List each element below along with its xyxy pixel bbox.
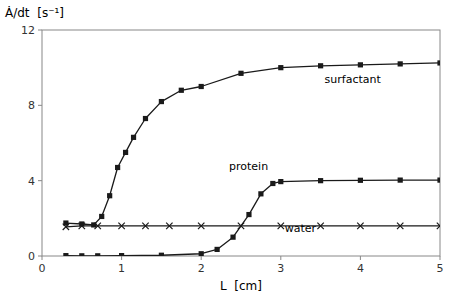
x-tick <box>42 256 43 260</box>
annotation: surfactant <box>325 73 382 86</box>
point-square <box>131 135 136 140</box>
point-square <box>278 65 283 70</box>
point-square <box>437 178 440 183</box>
annotation: protein <box>229 160 268 173</box>
point-square <box>358 178 363 183</box>
x-tick-label: 4 <box>357 262 364 275</box>
point-square <box>215 247 220 252</box>
x-tick-label: 0 <box>39 262 46 275</box>
point-x <box>357 223 363 229</box>
point-square <box>159 99 164 104</box>
point-x <box>142 223 148 229</box>
point-x <box>317 223 323 229</box>
point-x <box>278 223 284 229</box>
y-tick-label: 0 <box>28 250 35 263</box>
x-axis-label: L [cm] <box>220 279 262 293</box>
y-tick <box>38 105 42 106</box>
y-tick <box>38 30 42 31</box>
x-tick <box>201 256 202 260</box>
y-axis-label: Ȧ/dt [s⁻¹] <box>5 5 64 20</box>
point-x <box>63 224 69 230</box>
point-square <box>318 178 323 183</box>
x-tick-label: 2 <box>198 262 205 275</box>
point-square <box>398 61 403 66</box>
point-square <box>318 63 323 68</box>
point-x <box>198 223 204 229</box>
point-square <box>230 235 235 240</box>
x-tick <box>280 256 281 260</box>
point-square <box>398 178 403 183</box>
x-tick-label: 3 <box>277 262 284 275</box>
point-x <box>238 223 244 229</box>
chart: 01234504812L [cm]Ȧ/dt [s⁻¹]surfactantpro… <box>0 0 455 298</box>
point-square <box>63 253 68 256</box>
point-x <box>437 223 440 229</box>
point-square <box>437 60 440 65</box>
series-line <box>66 180 440 256</box>
point-square <box>358 62 363 67</box>
y-tick <box>38 180 42 181</box>
annotation: water <box>285 222 317 235</box>
point-square <box>199 251 204 256</box>
point-square <box>79 253 84 256</box>
plot-frame <box>42 30 440 256</box>
point-square <box>278 179 283 184</box>
x-tick <box>440 256 441 260</box>
point-square <box>123 150 128 155</box>
y-tick-label: 8 <box>28 99 35 112</box>
series-line <box>66 63 440 225</box>
point-square <box>119 253 124 256</box>
point-x <box>79 223 85 229</box>
y-tick <box>38 256 42 257</box>
point-square <box>270 181 275 186</box>
point-square <box>258 191 263 196</box>
point-square <box>99 214 104 219</box>
point-x <box>397 223 403 229</box>
plot-area <box>63 60 440 256</box>
y-tick-label: 4 <box>28 175 35 188</box>
point-square <box>143 116 148 121</box>
point-square <box>95 253 100 256</box>
point-square <box>199 84 204 89</box>
point-square <box>159 253 164 256</box>
point-square <box>107 193 112 198</box>
point-square <box>179 88 184 93</box>
x-tick-label: 5 <box>437 262 444 275</box>
point-x <box>118 223 124 229</box>
point-square <box>238 71 243 76</box>
y-tick-label: 12 <box>21 24 35 37</box>
x-tick <box>360 256 361 260</box>
x-tick-label: 1 <box>118 262 125 275</box>
x-tick <box>121 256 122 260</box>
point-square <box>246 212 251 217</box>
point-square <box>115 165 120 170</box>
point-x <box>166 223 172 229</box>
point-x <box>95 223 101 229</box>
